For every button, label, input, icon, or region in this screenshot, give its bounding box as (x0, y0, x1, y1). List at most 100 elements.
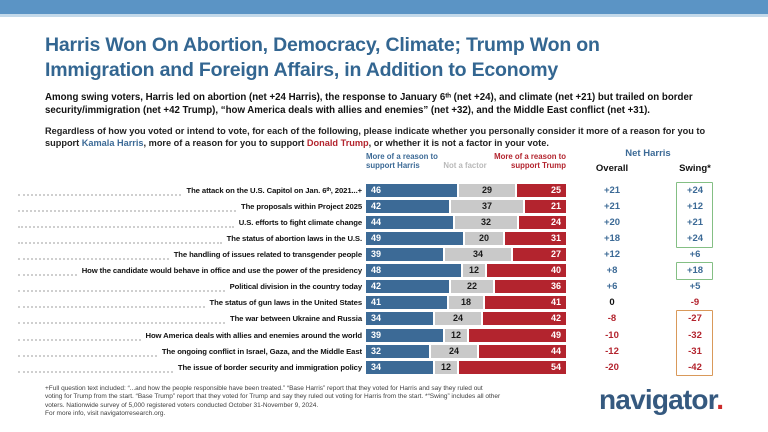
chart-row: The war between Ukraine and Russia 34 24 42… (0, 312, 768, 326)
net-overall: 0 (609, 297, 615, 309)
footnote-line: +Full question text included: “...and ho… (45, 385, 483, 392)
title-line-1: Harris Won On Abortion, Democracy, Clima… (45, 34, 600, 56)
bar-trump: 49 (469, 328, 566, 342)
bar-not-a-factor: 24 (435, 312, 481, 326)
net-overall: -10 (605, 329, 619, 341)
row-label: U.S. efforts to fight climate change (238, 218, 362, 228)
net-swing: -27 (688, 313, 702, 325)
footnote-line: For more info, visit navigatorresearch.o… (45, 409, 166, 417)
row-label: The ongoing conflict in Israel, Gaza, an… (161, 346, 362, 356)
row-label: Political division in the country today (229, 282, 362, 292)
net-overall: +18 (603, 233, 621, 245)
row-label-wrap: How the candidate would behave in office… (18, 264, 362, 277)
bar-not-a-factor: 24 (431, 344, 477, 358)
dotted-leader (18, 345, 157, 357)
footnote-line: voters. Nationwide survey of 5,000 regis… (45, 401, 319, 409)
net-overall: +21 (603, 185, 621, 196)
net-swing: +24 (686, 233, 704, 245)
chart-row: How America deals with allies and enemie… (0, 328, 768, 342)
bar-not-a-factor: 12 (445, 328, 467, 342)
title-line-2: Immigration and Foreign Affairs, in Addi… (45, 59, 558, 81)
row-label: How America deals with allies and enemie… (145, 330, 363, 340)
net-overall: -12 (605, 345, 619, 357)
bar-not-a-factor: 29 (459, 184, 515, 197)
swing-column-header: Swing* (679, 163, 711, 174)
row-label-wrap: The war between Ukraine and Russia (18, 312, 362, 325)
bar-not-a-factor: 18 (449, 296, 483, 310)
bar-not-a-factor: 22 (451, 280, 493, 294)
top-accent-strip (0, 14, 768, 17)
net-harris-header: Net Harris (625, 148, 671, 159)
net-overall: +21 (603, 201, 621, 213)
logo-dot: . (716, 384, 724, 415)
row-label: The proposals within Project 2025 (240, 202, 362, 212)
bar-not-a-factor: 34 (445, 248, 511, 262)
trump-name: Donald Trump (306, 138, 369, 148)
chart-row: The status of abortion laws in the U.S. 4… (0, 232, 768, 246)
bar-harris: 39 (366, 248, 443, 262)
row-label: The issue of border security and immigra… (177, 362, 362, 372)
chart-row: The status of gun laws in the United Sta… (0, 296, 768, 310)
bar-not-a-factor: 32 (455, 216, 517, 230)
chart-row: U.S. efforts to fight climate change 44 32… (0, 216, 768, 230)
row-label-wrap: The issue of border security and immigra… (18, 361, 362, 374)
footnote: +Full question text included: “...and ho… (45, 385, 585, 418)
bar-harris: 48 (366, 264, 461, 278)
bar-harris: 32 (366, 344, 429, 358)
bar-harris: 46 (366, 184, 457, 197)
harris-name: Kamala Harris (81, 138, 144, 148)
net-swing: +24 (686, 185, 704, 196)
dotted-leader (18, 200, 236, 213)
navigator-logo: navigator. (599, 384, 724, 416)
dotted-leader (18, 264, 77, 277)
logo-text: navigator (599, 384, 717, 415)
net-swing: -31 (688, 345, 702, 357)
bar-trump: 24 (519, 216, 566, 230)
row-label-wrap: The status of gun laws in the United Sta… (18, 296, 362, 309)
row-label: The war between Ukraine and Russia (229, 314, 362, 324)
bar-harris: 41 (366, 296, 447, 310)
dotted-leader (18, 296, 205, 309)
bar-trump: 21 (525, 200, 566, 214)
bar-trump: 44 (479, 344, 566, 358)
top-accent-bar (0, 0, 768, 14)
dotted-leader (18, 280, 225, 293)
bar-harris: 39 (366, 328, 443, 342)
dotted-leader (18, 329, 141, 341)
bar-harris: 42 (366, 200, 449, 214)
legend-harris: More of a reason to support Harris (366, 152, 438, 170)
row-label-wrap: Political division in the country today (18, 280, 362, 293)
bar-harris: 49 (366, 232, 463, 246)
bar-not-a-factor: 12 (435, 360, 457, 374)
row-label-wrap: The ongoing conflict in Israel, Gaza, an… (18, 345, 362, 358)
row-label: The handling of issues related to transg… (173, 250, 362, 260)
dotted-leader (18, 361, 173, 373)
bar-trump: 41 (485, 296, 566, 310)
bar-harris: 44 (366, 216, 453, 230)
footnote-line: voting for Trump from the start. “Base T… (45, 393, 501, 401)
bar-trump: 31 (505, 232, 566, 246)
net-overall: +12 (603, 249, 621, 261)
row-label-wrap: How America deals with allies and enemie… (18, 329, 362, 342)
dotted-leader (18, 248, 169, 261)
bar-trump: 27 (513, 248, 566, 262)
row-label: How the candidate would behave in office… (81, 266, 362, 276)
bar-not-a-factor: 20 (465, 232, 503, 246)
dotted-leader (18, 312, 225, 325)
net-swing: +5 (689, 281, 701, 293)
legend-not-a-factor: Not a factor (443, 161, 487, 170)
chart-row: How the candidate would behave in office… (0, 264, 768, 278)
row-label-wrap: U.S. efforts to fight climate change (18, 216, 362, 229)
chart-row: The proposals within Project 2025 42 37 21 +… (0, 200, 768, 214)
page-title: Harris Won On Abortion, Democracy, Clima… (45, 33, 600, 83)
net-overall: +6 (606, 281, 618, 293)
net-swing: +18 (686, 265, 704, 277)
net-swing: -42 (688, 361, 702, 373)
bar-harris: 34 (366, 360, 433, 374)
bar-not-a-factor: 37 (451, 200, 523, 214)
bar-harris: 34 (366, 312, 433, 326)
bar-trump: 42 (483, 312, 566, 326)
question-post: , or whether it is not a factor in your … (368, 138, 549, 148)
chart-row: Political division in the country today 4… (0, 280, 768, 294)
question-mid: , more of a reason for you to support (143, 138, 307, 148)
